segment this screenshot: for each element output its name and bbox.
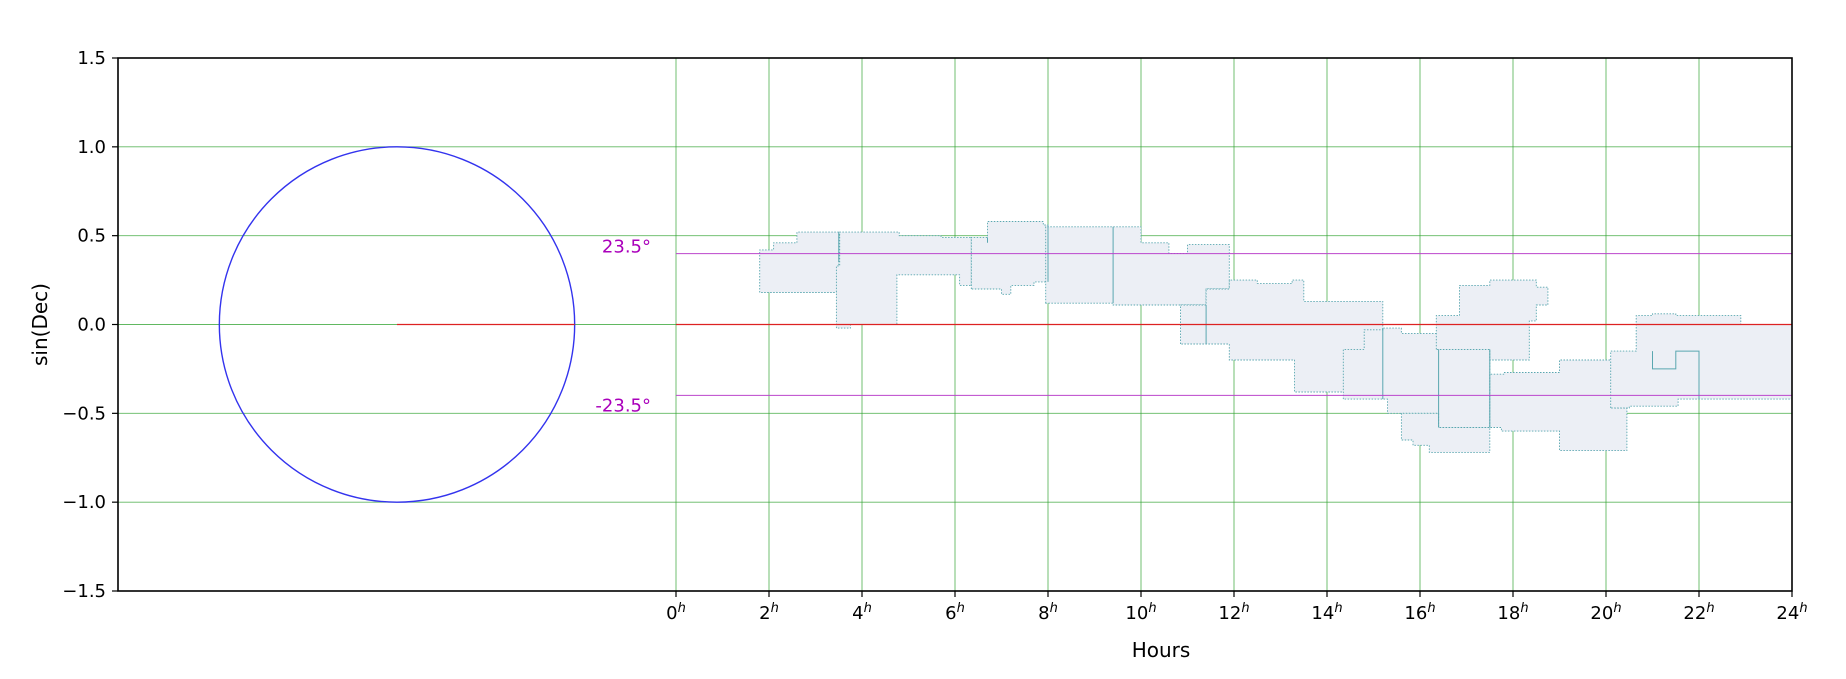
sky-region bbox=[1045, 226, 1230, 306]
x-tick-label: 24h bbox=[1776, 601, 1807, 624]
x-tick-label: 18h bbox=[1497, 601, 1528, 624]
y-tick-label: −1.0 bbox=[62, 492, 106, 513]
sky-region bbox=[970, 221, 1049, 295]
sky-region bbox=[1489, 359, 1628, 452]
x-tick-label: 2h bbox=[759, 601, 779, 624]
y-tick-label: 0.0 bbox=[77, 315, 106, 336]
x-tick-label: 4h bbox=[852, 601, 872, 624]
reference-lines: 23.5° -23.5° bbox=[218, 146, 1792, 503]
sky-region bbox=[1610, 313, 1793, 409]
x-tick-label: 10h bbox=[1125, 601, 1156, 624]
ecliptic-label: -23.5° bbox=[595, 395, 651, 416]
x-tick-label: 8h bbox=[1038, 601, 1058, 624]
sky-region bbox=[759, 231, 840, 293]
sky-region bbox=[835, 231, 972, 329]
x-axis-label: Hours bbox=[1132, 638, 1191, 662]
ecliptic-label: 23.5° bbox=[602, 237, 651, 258]
region-boundary bbox=[1652, 350, 1700, 400]
y-tick-label: −0.5 bbox=[62, 403, 106, 424]
y-tick-label: 0.5 bbox=[77, 226, 106, 247]
y-tick-label: 1.5 bbox=[77, 48, 106, 69]
x-tick-label: 12h bbox=[1218, 601, 1249, 624]
x-tick-label: 0h bbox=[666, 601, 686, 624]
y-axis-ticks: 1.5 1.0 0.5 0.0 −0.5 −1.0 −1.5 bbox=[62, 48, 118, 602]
y-tick-label: 1.0 bbox=[77, 137, 106, 158]
x-tick-label: 14h bbox=[1311, 601, 1342, 624]
x-axis-ticks: 0h 2h 4h 6h 8h 10h 12h 14h 16h 18h 20h 22h 24h bbox=[666, 591, 1808, 624]
sky-regions bbox=[759, 221, 1793, 453]
x-tick-label: 22h bbox=[1683, 601, 1714, 624]
sky-region bbox=[1180, 279, 1384, 393]
x-tick-label: 20h bbox=[1590, 601, 1621, 624]
y-axis-label: sin(Dec) bbox=[28, 283, 52, 366]
x-tick-label: 6h bbox=[945, 601, 965, 624]
y-tick-label: −1.5 bbox=[62, 581, 106, 602]
x-tick-label: 16h bbox=[1404, 601, 1435, 624]
sky-region bbox=[1435, 279, 1549, 361]
